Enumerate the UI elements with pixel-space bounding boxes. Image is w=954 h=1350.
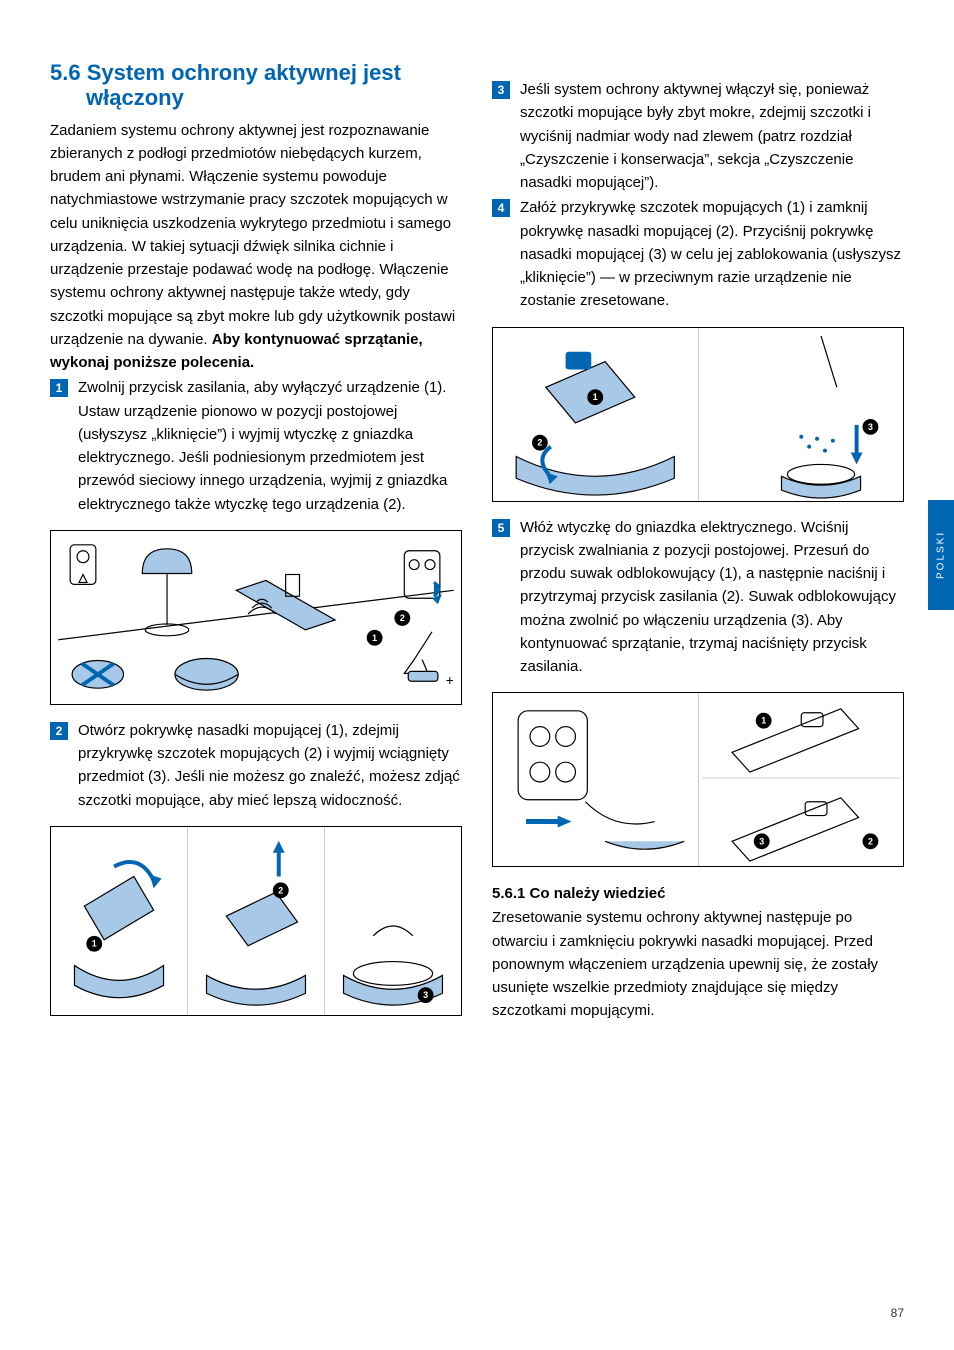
- svg-text:2: 2: [278, 885, 283, 895]
- figure-3: 1 2: [492, 327, 904, 502]
- step-1: 1 Zwolnij przycisk zasilania, aby wyłącz…: [50, 376, 462, 516]
- step-2-text: Otwórz pokrywkę nasadki mopującej (1), z…: [78, 719, 462, 812]
- figure-2-panel-1: 1: [51, 827, 187, 1015]
- svg-text:3: 3: [759, 837, 764, 847]
- subsection-title: Co należy wiedzieć: [530, 885, 666, 902]
- step-2: 2 Otwórz pokrywkę nasadki mopującej (1),…: [50, 719, 462, 812]
- heading-number: 5.6: [50, 60, 81, 85]
- subsection-heading: 5.6.1 Co należy wiedzieć: [492, 885, 904, 902]
- svg-text:3: 3: [867, 421, 872, 431]
- page-number: 87: [891, 1306, 904, 1320]
- svg-text:2: 2: [400, 613, 405, 623]
- figure-1: 2 1 +: [50, 530, 462, 705]
- step-5-text: Włóż wtyczkę do gniazdka elektrycznego. …: [520, 516, 904, 679]
- left-column: 5.6 System ochrony aktywnej jest włączon…: [50, 60, 462, 1030]
- step-4-text: Załóż przykrywkę szczotek mopujących (1)…: [520, 196, 904, 312]
- heading-text: System ochrony aktywnej jest włączony: [86, 60, 401, 110]
- step-3-text: Jeśli system ochrony aktywnej włączył si…: [520, 78, 904, 194]
- svg-text:1: 1: [372, 633, 377, 643]
- language-tab: POLSKI: [928, 500, 954, 610]
- figure-4: 1 3 2: [492, 692, 904, 867]
- two-column-layout: 5.6 System ochrony aktywnej jest włączon…: [50, 60, 904, 1030]
- subsection-number: 5.6.1: [492, 885, 525, 902]
- intro-paragraph: Zadaniem systemu ochrony aktywnej jest r…: [50, 119, 462, 375]
- figure-3-panel-2: 3: [698, 328, 904, 501]
- step-4: 4 Załóż przykrywkę szczotek mopujących (…: [492, 196, 904, 312]
- step-badge-4: 4: [492, 199, 510, 217]
- svg-text:1: 1: [593, 392, 598, 402]
- figure-2-panel-3: 3: [324, 827, 461, 1015]
- svg-text:1: 1: [92, 939, 97, 949]
- section-heading: 5.6 System ochrony aktywnej jest włączon…: [50, 60, 462, 111]
- figure-2: 1 2: [50, 826, 462, 1016]
- step-badge-2: 2: [50, 722, 68, 740]
- svg-text:1: 1: [761, 716, 766, 726]
- step-badge-1: 1: [50, 379, 68, 397]
- step-1-text: Zwolnij przycisk zasilania, aby wyłączyć…: [78, 376, 462, 516]
- right-column: 3 Jeśli system ochrony aktywnej włączył …: [492, 60, 904, 1030]
- svg-text:+: +: [446, 672, 454, 688]
- figure-2-panel-2: 2: [187, 827, 324, 1015]
- figure-4-panel-1: [493, 693, 698, 866]
- figure-1-illustration: 2 1 +: [51, 531, 461, 704]
- step-3: 3 Jeśli system ochrony aktywnej włączył …: [492, 78, 904, 194]
- svg-text:2: 2: [537, 437, 542, 447]
- subsection-body: Zresetowanie systemu ochrony aktywnej na…: [492, 906, 904, 1022]
- step-badge-5: 5: [492, 519, 510, 537]
- figure-3-panel-1: 1 2: [493, 328, 698, 501]
- step-5: 5 Włóż wtyczkę do gniazdka elektrycznego…: [492, 516, 904, 679]
- step-badge-3: 3: [492, 81, 510, 99]
- svg-text:3: 3: [423, 990, 428, 1000]
- figure-4-panel-2: 1 3 2: [698, 693, 904, 866]
- intro-text: Zadaniem systemu ochrony aktywnej jest r…: [50, 122, 455, 348]
- svg-text:2: 2: [867, 837, 872, 847]
